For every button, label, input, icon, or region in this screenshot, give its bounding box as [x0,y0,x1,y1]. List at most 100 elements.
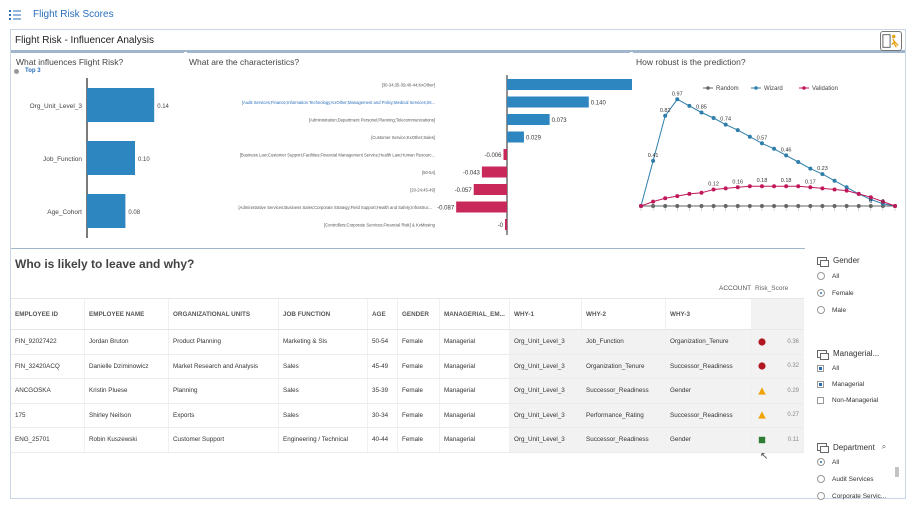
radio-button[interactable] [817,272,825,280]
risk-score-header[interactable]: Risk_Score [755,285,789,292]
table-row[interactable]: ANCGOSKA Kristin Pluese Planning Sales 35-39… [11,379,804,404]
table-cell: ENG_25701 [11,428,85,452]
table-cell: FIN_92027422 [11,330,85,354]
table-cell: 175 [11,403,85,427]
search-icon[interactable]: ⌕ [881,442,887,451]
characteristics-chart: [30-34;35-39;40-44;KxOther]0.214[Audit S… [239,75,632,235]
table-cell: Kristin Pluese [85,379,169,403]
characteristic-value-label: 0.073 [552,118,568,124]
table-cell: Successor_Readiness [582,379,666,403]
column-header[interactable]: EMPLOYEE ID [11,299,85,329]
characteristic-value-label: -0.006 [484,153,502,159]
column-header[interactable]: GENDER [398,299,440,329]
column-header[interactable]: EMPLOYEE NAME [85,299,169,329]
gender-option-female[interactable]: Female [817,289,854,297]
legend-marker [754,86,758,90]
table-row[interactable]: ENG_25701 Robin Kuszewski Customer Support… [11,428,804,453]
filter-scrollbar[interactable] [895,467,899,477]
series-point [808,185,813,190]
characteristic-value-label: -0.087 [437,206,455,212]
robustness-panel-title: How robust is the prediction? [636,57,746,67]
risk-score-value: 0.11 [787,436,799,443]
radio-button[interactable] [817,492,825,500]
risk-score-cell: 0.36 [752,330,804,354]
table-row[interactable]: FIN_92027422 Jordan Bruton Product Plannin… [11,330,804,355]
story-canvas: Flight Risk - Influencer Analysis What i… [10,29,906,500]
top-selector[interactable]: Top 3 [14,68,41,74]
department-option-corporate-services[interactable]: Corporate Servic... [817,492,886,500]
gender-option-all[interactable]: All [817,272,839,280]
table-cell: Org_Unit_Level_3 [510,403,582,427]
characteristic-bar [503,149,507,160]
column-header[interactable]: MANAGERIAL_EM... [440,299,510,329]
table-cell: Market Research and Analysis [169,354,279,378]
influences-panel-title: What influences Flight Risk? [16,57,124,67]
table-row[interactable]: FIN_32420ACQ Danielle Dziminowicz Market R… [11,354,804,379]
checkbox[interactable] [817,397,824,404]
table-header-row: EMPLOYEE ID EMPLOYEE NAME ORGANIZATIONAL U… [11,298,804,330]
table-cell: Gender [666,428,752,452]
managerial-option-managerial[interactable]: Managerial [817,381,864,388]
series-point [663,113,668,118]
series-point [687,191,692,196]
managerial-option-non-managerial[interactable]: Non-Managerial [817,397,878,404]
table-cell: Successor_Readiness [666,354,752,378]
filter-icon [817,443,829,453]
characteristic-category-label: [Audit Services;Finance;Information Tech… [242,100,435,105]
point-label: 0 [881,199,884,205]
risk-score-value: 0.36 [787,338,799,345]
series-point [844,185,849,190]
point-label: 0.23 [817,166,828,172]
table-cell: Sales [279,379,368,403]
series-point [699,190,704,195]
column-header[interactable]: JOB FUNCTION [279,299,368,329]
series-point [844,204,849,208]
table-cell: Sales [279,354,368,378]
table-cell: Managerial [440,428,510,452]
characteristic-category-label: [Controllers;Corporate Services;Financia… [324,223,436,228]
influence-category-label: Org_Unit_Level_3 [30,103,83,110]
column-header[interactable]: AGE [368,299,398,329]
characteristic-value-label: -0.043 [463,171,481,177]
radio-button[interactable] [817,475,825,483]
page-title: Flight Risk - Influencer Analysis [15,35,154,46]
point-label: 0.85 [696,105,707,111]
column-header[interactable]: WHY-1 [510,299,582,329]
table-cell: Female [398,403,440,427]
point-label: 0.12 [708,182,719,188]
table-cell: Successor_Readiness [666,403,752,427]
table-cell: Jordan Bruton [85,330,169,354]
series-point [759,141,764,146]
point-label: 0.97 [672,91,683,97]
table-cell: Female [398,330,440,354]
series-point [735,204,740,208]
series-point [723,204,728,208]
checkbox[interactable] [817,381,824,388]
risk-score-cell: 0.27 [752,403,804,427]
radio-button[interactable] [817,458,825,466]
column-header[interactable]: ORGANIZATIONAL UNITS [169,299,279,329]
influence-value-label: 0.08 [128,210,140,216]
legend-marker [706,86,710,90]
series-point [868,204,873,208]
checkbox[interactable] [817,365,824,372]
table-cell: Exports [169,403,279,427]
point-label: 0.17 [805,179,816,185]
gender-option-male[interactable]: Male [817,306,846,314]
series-point [880,199,885,204]
department-option-audit-services[interactable]: Audit Services [817,475,874,483]
column-header[interactable]: WHY-3 [666,299,752,329]
managerial-option-all[interactable]: All [817,365,839,372]
series-point [856,191,861,196]
column-header[interactable]: WHY-2 [582,299,666,329]
radio-button[interactable] [817,306,825,314]
department-option-all[interactable]: All [817,458,839,466]
top-n-label: Top 3 [25,68,41,74]
point-label: 0.16 [732,179,743,185]
point-label: 0.18 [757,178,768,184]
radio-button[interactable] [817,289,825,297]
runner-logo-icon [880,31,902,51]
table-cell: Performance_Rating [582,403,666,427]
table-row[interactable]: 175 Shirley Neilson Exports Sales 30-34 Femal… [11,403,804,428]
menu-icon[interactable] [9,9,21,21]
